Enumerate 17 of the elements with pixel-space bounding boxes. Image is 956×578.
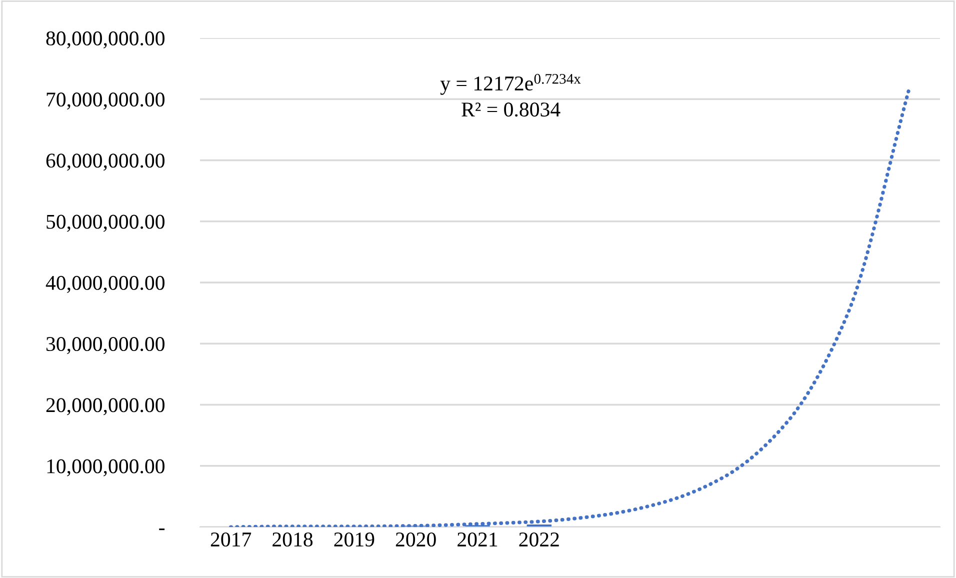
y-tick-label: 60,000,000.00 [46, 154, 164, 171]
y-tick-label: 40,000,000.00 [46, 276, 164, 293]
x-tick-label: 2018 [272, 532, 313, 547]
y-tick-label: 30,000,000.00 [46, 337, 164, 354]
y-tick-label: - [159, 528, 165, 530]
x-tick-label: 2017 [210, 532, 252, 547]
y-tick-label: 50,000,000.00 [46, 214, 164, 232]
y-tick-label: 20,000,000.00 [46, 398, 164, 416]
x-tick-label: 2019 [334, 532, 374, 547]
x-tick-label: 2021 [458, 532, 498, 547]
x-tick-label: 2020 [396, 532, 436, 547]
y-tick-label: 10,000,000.00 [47, 459, 164, 476]
x-tick-label: 2022 [519, 532, 559, 547]
y-tick-label: 80,000,000.00 [46, 31, 164, 48]
y-tick-label: 70,000,000.00 [46, 92, 164, 110]
annotation: R² = 0.8034 [462, 102, 560, 117]
annotation: y = 12172e$^{0.7234x}$ [440, 74, 581, 95]
